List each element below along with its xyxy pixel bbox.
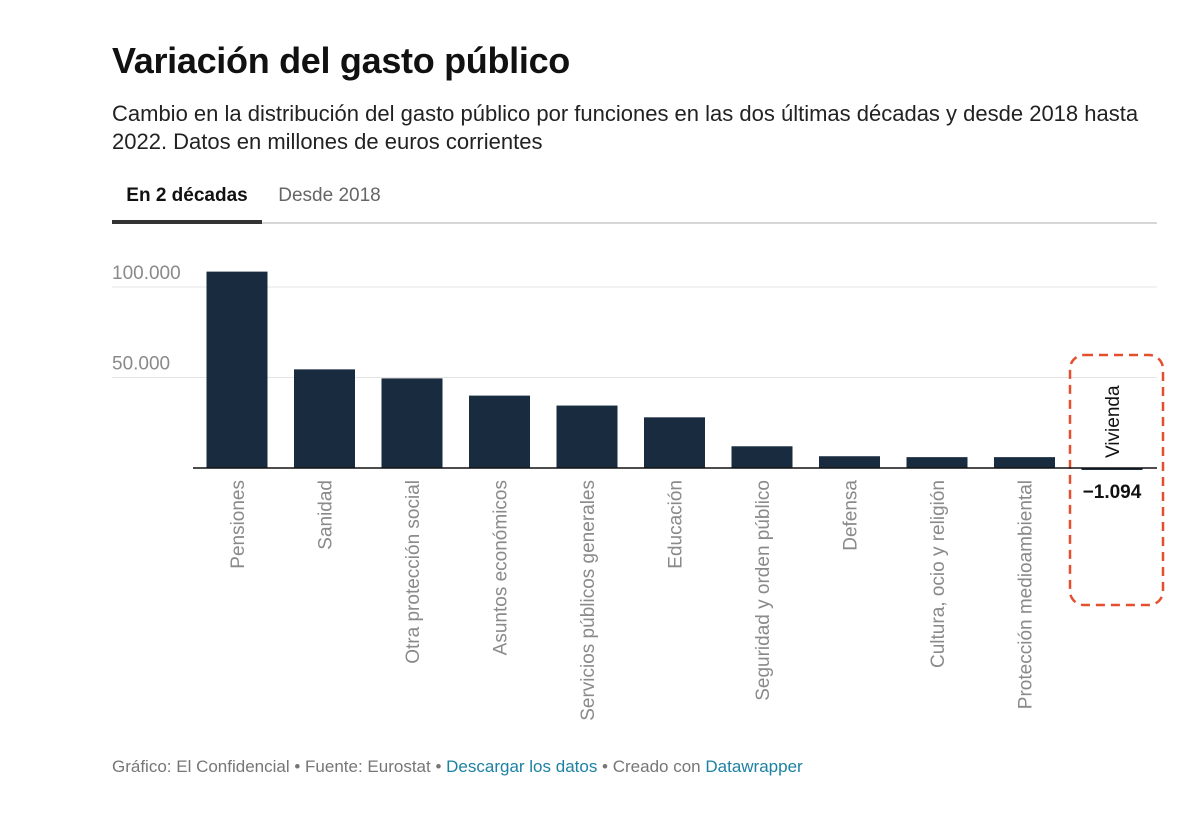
download-data-link[interactable]: Descargar los datos: [446, 757, 598, 776]
highlight-box: [1068, 353, 1165, 607]
x-tick-label: Protección medioambiental: [1016, 480, 1037, 709]
tab-en-2-decadas[interactable]: En 2 décadas: [112, 176, 262, 224]
bar: [556, 405, 618, 468]
footer: Gráfico: El Confidencial • Fuente: Euros…: [112, 757, 803, 777]
data-label: −1.094: [1083, 482, 1142, 503]
bar: [206, 271, 268, 468]
x-tick-label: Asuntos económicos: [491, 480, 512, 655]
footer-separator: •: [597, 757, 613, 776]
footer-source: Fuente: Eurostat: [305, 757, 431, 776]
bar: [819, 456, 880, 468]
bar: [731, 446, 793, 468]
x-tick-label: Pensiones: [228, 480, 249, 569]
bar: [644, 417, 705, 468]
y-tick-label: 100.000: [112, 263, 181, 284]
bar: [1081, 468, 1143, 470]
x-tick-label: Servicios públicos generales: [578, 480, 599, 721]
x-tick-label: Defensa: [841, 480, 862, 551]
bar: [469, 395, 530, 468]
footer-separator: •: [289, 757, 306, 776]
x-tick-label: Seguridad y orden público: [753, 480, 774, 701]
x-tick-label: Otra protección social: [403, 480, 424, 664]
x-tick-label: Sanidad: [316, 480, 337, 550]
bar: [906, 457, 968, 468]
bar: [994, 457, 1055, 468]
bar: [381, 378, 443, 468]
footer-created-prefix: Creado con: [612, 757, 706, 776]
chart-title: Variación del gasto público: [112, 40, 571, 81]
x-tick-label: Cultura, ocio y religión: [928, 480, 949, 668]
footer-separator: •: [430, 757, 447, 776]
bar-chart: 50.000 100.000 Pensiones Sanidad Otra protec…: [112, 263, 1165, 721]
tab-bar: En 2 décadas Desde 2018: [112, 176, 1157, 224]
x-tick-label: Vivienda: [1103, 385, 1124, 458]
bar: [294, 369, 355, 468]
y-tick-label: 50.000: [112, 354, 170, 375]
datawrapper-link[interactable]: Datawrapper: [705, 757, 803, 776]
x-tick-label: Educación: [666, 480, 687, 569]
chart-subtitle: Cambio en la distribución del gasto públ…: [112, 101, 1139, 154]
footer-credit: Gráfico: El Confidencial: [112, 757, 290, 776]
tab-desde-2018[interactable]: Desde 2018: [278, 185, 381, 206]
